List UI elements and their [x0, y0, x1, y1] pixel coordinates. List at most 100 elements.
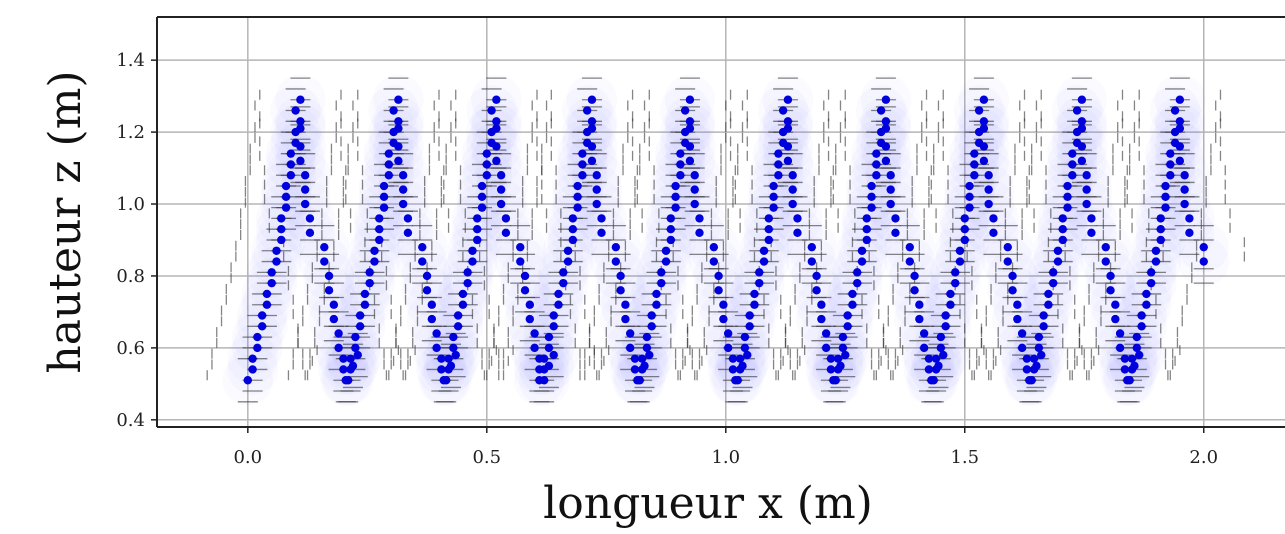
data-point [1039, 311, 1048, 320]
data-point [630, 354, 640, 363]
data-point [838, 343, 848, 353]
data-point [1151, 257, 1161, 266]
data-point [833, 354, 843, 363]
data-point [296, 95, 305, 104]
data-point [370, 246, 379, 255]
data-point [891, 214, 900, 223]
data-point [965, 192, 974, 202]
data-point [535, 376, 544, 385]
data-point [886, 185, 895, 194]
data-point [862, 235, 871, 245]
data-point [422, 271, 432, 281]
data-point [1142, 300, 1151, 309]
data-point [924, 354, 934, 363]
data-point [262, 289, 272, 299]
data-point [482, 171, 491, 180]
data-point [979, 124, 989, 133]
data-point [1077, 124, 1087, 133]
data-point [418, 242, 427, 252]
data-point [1115, 343, 1125, 353]
data-point [492, 95, 501, 104]
data-point [432, 329, 441, 338]
data-point [910, 271, 919, 281]
data-point [398, 185, 408, 194]
data-point [286, 149, 296, 158]
data-point [1068, 171, 1077, 180]
data-point [1058, 224, 1067, 234]
data-point [1180, 199, 1189, 209]
data-point [437, 365, 446, 374]
data-point [1161, 181, 1170, 191]
data-point [554, 300, 563, 309]
data-point [974, 106, 984, 115]
data-point [300, 171, 310, 180]
data-point [1185, 214, 1194, 223]
data-point [936, 332, 946, 342]
data-point [666, 214, 676, 223]
data-point [592, 185, 601, 194]
data-point [305, 214, 315, 223]
data-point [652, 289, 661, 299]
data-point [248, 365, 257, 374]
data-point [1146, 278, 1156, 288]
data-point [812, 286, 821, 295]
data-point [657, 278, 666, 288]
data-point [1003, 257, 1012, 266]
data-point [867, 203, 876, 212]
data-point [1146, 268, 1156, 277]
data-point [525, 314, 535, 324]
data-point [829, 376, 838, 385]
data-point [774, 171, 783, 180]
data-point [389, 106, 398, 115]
data-point [817, 300, 826, 309]
data-point [685, 124, 695, 133]
data-point [788, 171, 797, 180]
data-point [1156, 235, 1165, 245]
y-tick-labels: 0.4 0.6 0.8 1.0 1.2 1.4 [116, 50, 157, 431]
data-point [272, 257, 281, 266]
data-point [365, 278, 374, 288]
data-point [355, 322, 365, 331]
data-point [1156, 214, 1165, 223]
data-point [1175, 117, 1185, 126]
data-point [826, 365, 836, 374]
data-point [946, 300, 955, 309]
data-point [709, 242, 719, 252]
data-point [1151, 246, 1161, 255]
data-point [970, 171, 979, 180]
data-point [759, 257, 769, 266]
data-point [592, 171, 601, 180]
data-point [984, 199, 993, 209]
data-point [671, 181, 680, 191]
data-point [783, 95, 793, 104]
data-point [611, 257, 621, 266]
data-point [931, 365, 941, 374]
data-point [473, 235, 482, 245]
data-point [843, 322, 852, 331]
data-point [1063, 181, 1072, 191]
data-point [821, 329, 831, 338]
data-point [1123, 376, 1132, 385]
data-point [422, 286, 432, 295]
data-point [774, 149, 783, 158]
data-point [1106, 271, 1115, 281]
data-point [449, 332, 458, 342]
data-point [1077, 95, 1087, 104]
data-point [582, 106, 592, 115]
data-point [788, 199, 797, 209]
data-point [351, 343, 360, 353]
data-point [1008, 271, 1017, 281]
data-point [881, 142, 891, 151]
data-point [351, 332, 360, 342]
data-point [403, 228, 413, 237]
data-point [690, 185, 699, 194]
data-point [444, 354, 453, 363]
data-point [427, 300, 437, 309]
data-point [652, 300, 661, 309]
data-point [633, 376, 642, 385]
data-point [1127, 365, 1137, 374]
data-point [625, 343, 635, 353]
data-point [695, 214, 704, 223]
data-point [690, 199, 699, 209]
data-point [300, 199, 310, 209]
